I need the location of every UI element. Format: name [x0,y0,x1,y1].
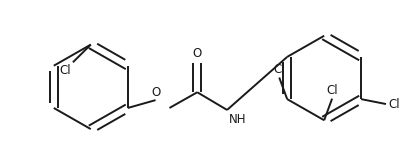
Text: Cl: Cl [326,84,337,97]
Text: O: O [192,47,201,60]
Text: NH: NH [228,113,246,126]
Text: O: O [151,86,160,99]
Text: Cl: Cl [273,63,284,76]
Text: Cl: Cl [387,97,399,111]
Text: Cl: Cl [59,64,71,77]
